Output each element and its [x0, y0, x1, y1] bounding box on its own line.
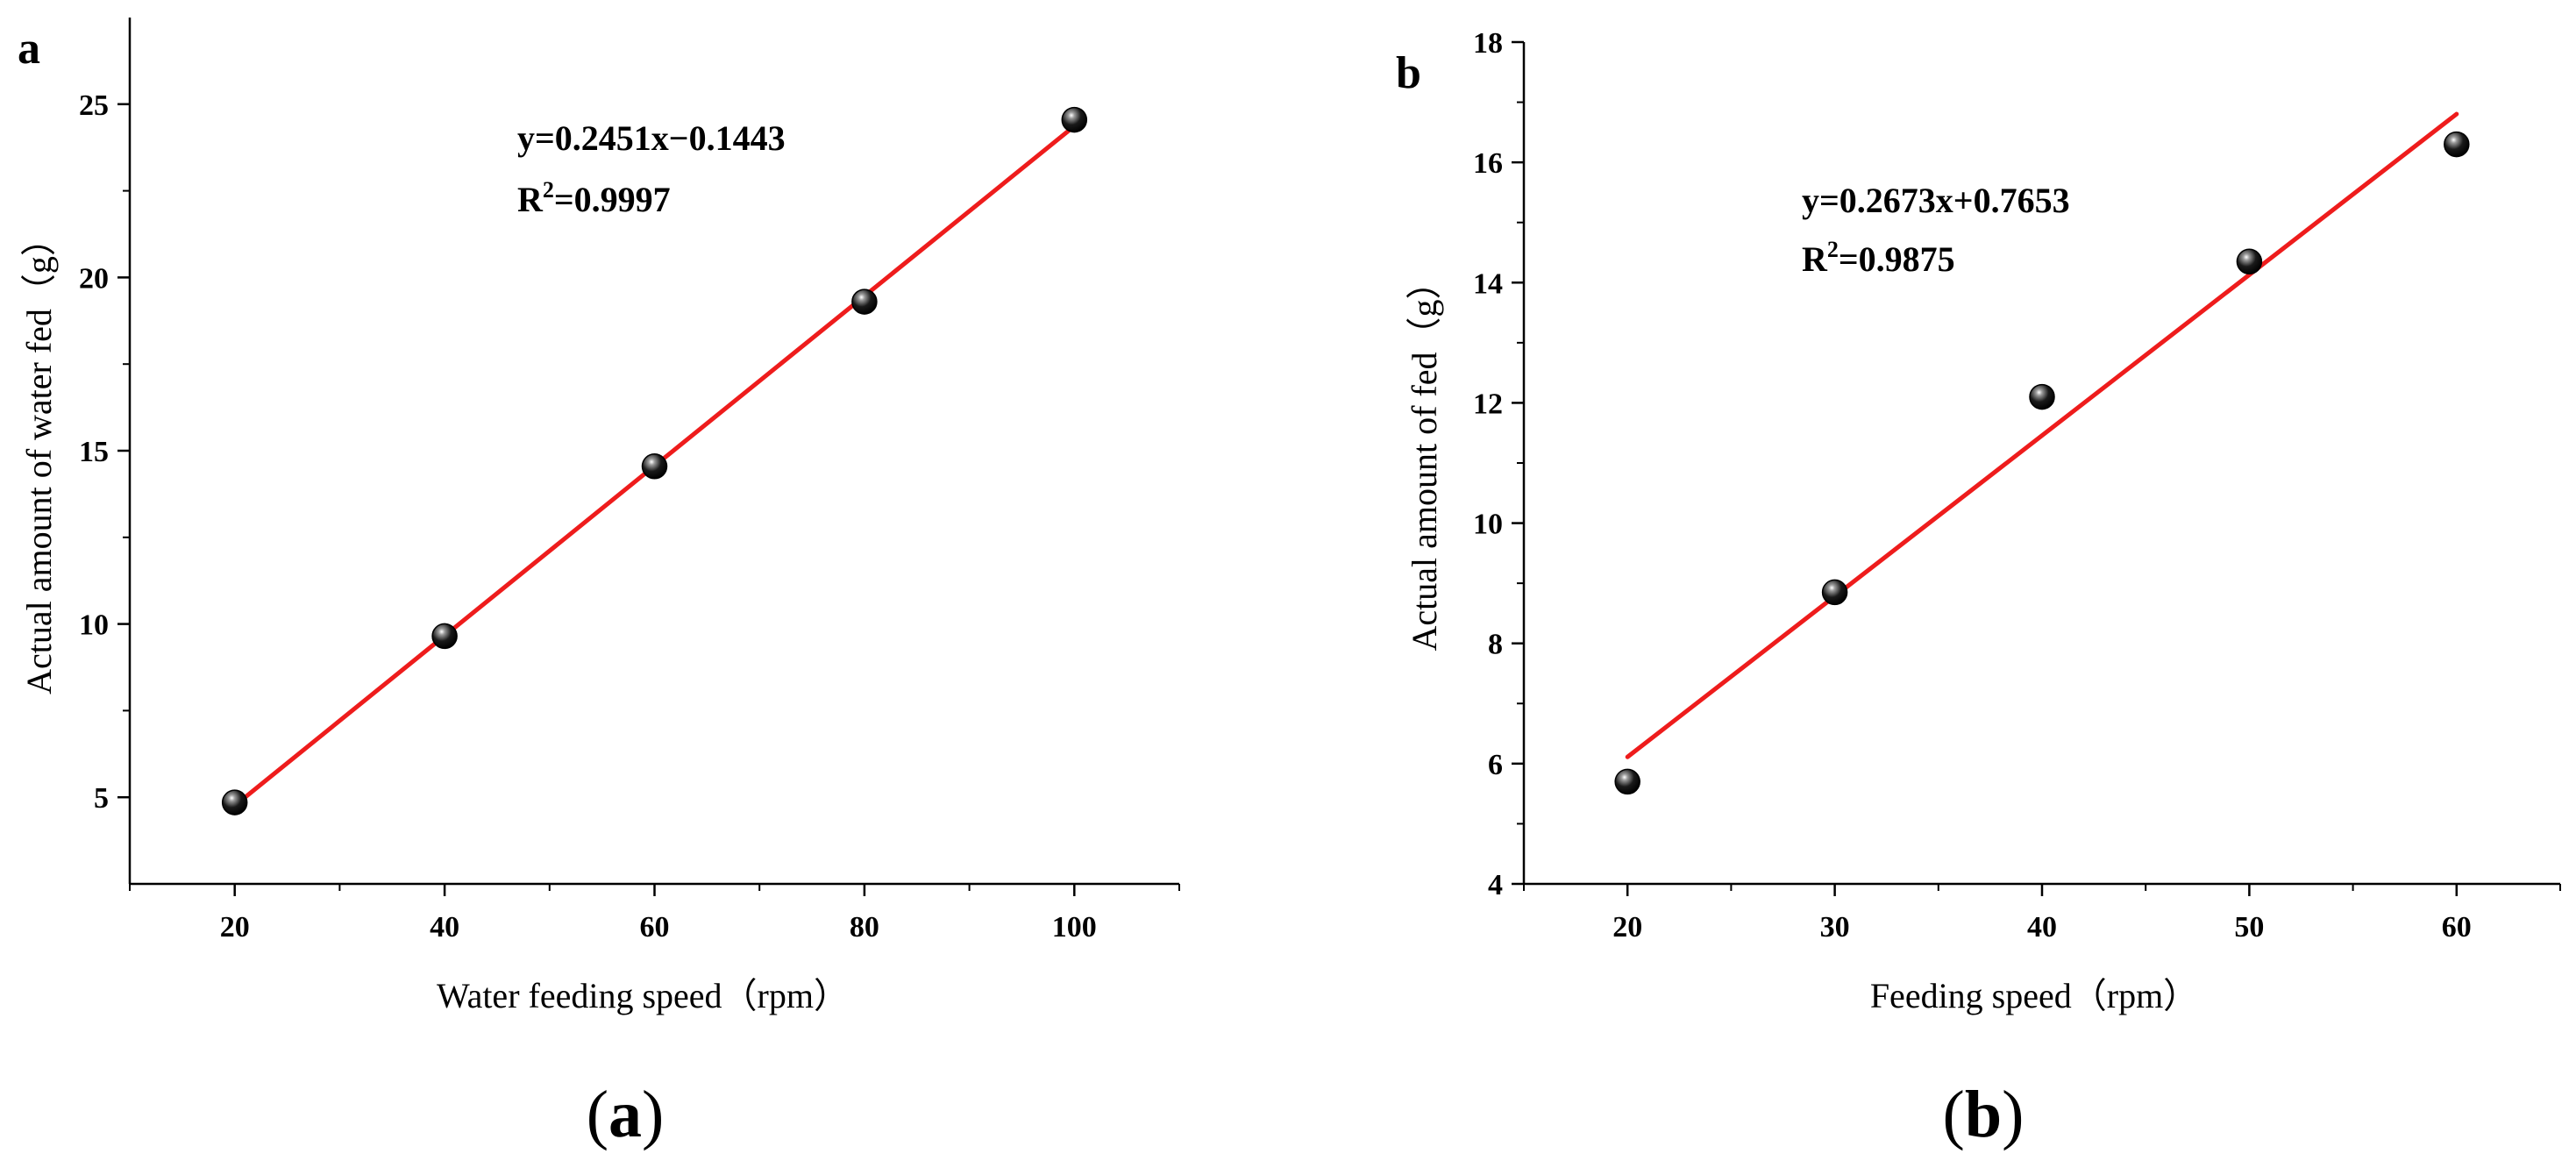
panel-letter-b: b	[1396, 48, 1421, 98]
y-tick-label-a-5: 5	[94, 782, 109, 815]
fit-equation-a: y=0.2451x−0.1443	[517, 118, 786, 158]
y-tick-label-a-25: 25	[79, 89, 109, 122]
r-squared-b: R2=0.9875	[1802, 237, 1955, 279]
x-axis-label-b: Feeding speed（rpm）	[1870, 976, 2198, 1015]
fit-equation-b: y=0.2673x+0.7653	[1802, 181, 2070, 220]
x-tick-label-a-20: 20	[220, 911, 250, 944]
x-tick-label-b-50: 50	[2234, 911, 2264, 944]
r-squared-a: R2=0.9997	[517, 177, 671, 219]
y-axis-label-a: Actual amount of water fed（g）	[19, 221, 59, 694]
y-tick-label-b-8: 8	[1488, 629, 1503, 661]
data-point-a-20	[221, 789, 248, 815]
x-tick-label-b-60: 60	[2442, 911, 2472, 944]
data-point-b-60	[2444, 131, 2470, 158]
y-tick-label-b-12: 12	[1473, 388, 1503, 420]
x-tick-label-b-30: 30	[1820, 911, 1850, 944]
data-point-a-60	[641, 453, 668, 480]
chart-panel-b: b 20 30 40 50 60 4 6 8 10 12 14 16 18 Feeding speed（…	[1396, 27, 2561, 1151]
fit-line-b	[1625, 111, 2459, 759]
y-tick-label-b-18: 18	[1473, 27, 1503, 60]
y-tick-label-a-15: 15	[79, 436, 109, 468]
x-tick-label-b-40: 40	[2027, 911, 2057, 944]
y-tick-label-b-6: 6	[1488, 749, 1503, 781]
data-point-b-50	[2236, 248, 2263, 275]
y-tick-label-a-10: 10	[79, 609, 109, 642]
x-tick-label-a-80: 80	[850, 911, 879, 944]
y-tick-label-a-20: 20	[79, 262, 109, 295]
x-tick-label-a-100: 100	[1052, 911, 1097, 944]
chart-panel-a: a 20 40 60 80 100 5 10 15 20 25 Water feeding spe…	[18, 18, 1180, 1151]
plot-area-b: 20 30 40 50 60 4 6 8 10 12 14 16 18	[1473, 27, 2561, 944]
y-tick-label-b-10: 10	[1473, 509, 1503, 541]
x-tick-label-a-40: 40	[430, 911, 459, 944]
caption-b: (b)	[1943, 1078, 2025, 1151]
x-tick-label-b-20: 20	[1612, 911, 1642, 944]
data-point-a-40	[431, 623, 458, 650]
y-tick-label-b-14: 14	[1473, 267, 1503, 300]
plot-area-a: 20 40 60 80 100 5 10 15 20 25	[79, 18, 1180, 944]
y-axis-label-b: Actual amount of fed（g）	[1405, 265, 1444, 652]
data-point-b-40	[2029, 383, 2055, 410]
x-tick-label-a-60: 60	[640, 911, 670, 944]
y-tick-label-b-16: 16	[1473, 147, 1503, 180]
panel-letter-a: a	[18, 24, 40, 74]
caption-a: (a)	[587, 1078, 665, 1151]
data-point-b-30	[1821, 579, 1848, 606]
y-tick-label-b-4: 4	[1488, 869, 1503, 901]
data-point-a-80	[851, 288, 878, 315]
x-axis-label-a: Water feeding speed（rpm）	[437, 976, 849, 1015]
data-point-b-20	[1614, 768, 1640, 795]
data-point-a-100	[1061, 106, 1088, 133]
